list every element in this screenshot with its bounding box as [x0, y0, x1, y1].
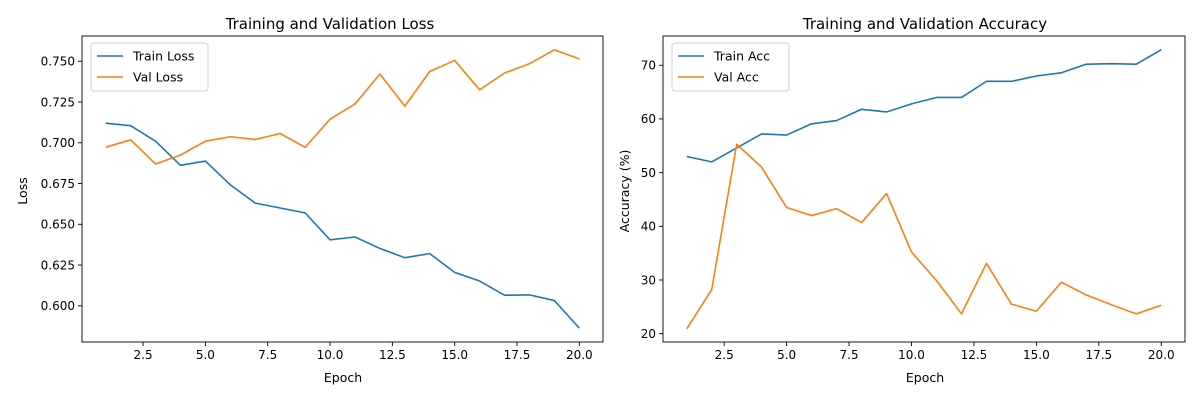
loss-chart-legend-label: Train Loss	[132, 49, 194, 64]
loss-chart-legend-box	[90, 42, 209, 92]
accuracy-chart-xtick-label: 7.5	[840, 348, 859, 362]
accuracy-chart-ytick-label: 40	[641, 220, 656, 234]
accuracy-chart-series-val	[686, 143, 1162, 330]
loss-chart-title: Training and Validation Loss	[225, 15, 435, 33]
loss-chart-xtick-label: 17.5	[504, 348, 531, 362]
accuracy-chart-legend-box	[671, 42, 790, 92]
loss-chart-legend-label: Val Loss	[133, 70, 183, 85]
accuracy-chart-ytick-label: 30	[641, 273, 656, 287]
accuracy-chart: Training and Validation Accuracy Epoch A…	[617, 15, 1186, 385]
accuracy-chart-xtick-label: 2.5	[715, 348, 734, 362]
loss-chart-xlabel: Epoch	[324, 370, 362, 385]
loss-chart-ytick-label: 0.600	[41, 299, 75, 313]
accuracy-chart-xtick-label: 20.0	[1148, 348, 1175, 362]
accuracy-chart-xlabel: Epoch	[906, 370, 944, 385]
accuracy-chart-xtick-label: 10.0	[898, 348, 925, 362]
loss-chart-xtick-label: 7.5	[258, 348, 277, 362]
loss-chart-ytick-label: 0.725	[41, 95, 75, 109]
loss-chart-series-train	[105, 122, 580, 329]
accuracy-chart-axes-frame	[662, 35, 1186, 343]
loss-chart-ytick-label: 0.625	[41, 258, 75, 272]
loss-chart-xtick-label: 12.5	[379, 348, 406, 362]
accuracy-chart-ylabel: Accuracy (%)	[617, 150, 632, 233]
loss-chart-xtick-label: 20.0	[566, 348, 593, 362]
loss-chart-axes-frame	[81, 35, 604, 343]
accuracy-chart-legend-label: Train Acc	[713, 49, 770, 64]
loss-chart: Training and Validation Loss Epoch Loss …	[15, 15, 604, 385]
loss-chart-xtick-label: 15.0	[441, 348, 468, 362]
loss-chart-xtick-label: 10.0	[317, 348, 344, 362]
loss-chart-ytick-label: 0.675	[41, 177, 75, 191]
loss-chart-xtick-label: 2.5	[134, 348, 153, 362]
accuracy-chart-legend: Train Acc Val Acc	[671, 42, 790, 92]
accuracy-chart-ytick-label: 60	[641, 112, 656, 126]
loss-chart-ytick-label: 0.700	[41, 136, 75, 150]
loss-chart-ytick-label: 0.650	[41, 218, 75, 232]
loss-chart-xtick-label: 5.0	[196, 348, 215, 362]
accuracy-chart-xtick-label: 17.5	[1085, 348, 1112, 362]
accuracy-chart-series-train	[686, 48, 1162, 163]
accuracy-chart-ytick-label: 70	[641, 59, 656, 73]
accuracy-chart-xtick-label: 15.0	[1023, 348, 1050, 362]
loss-chart-series-val	[105, 49, 580, 165]
accuracy-chart-xtick-label: 5.0	[777, 348, 796, 362]
loss-chart-ylabel: Loss	[15, 177, 30, 204]
accuracy-chart-title: Training and Validation Accuracy	[802, 15, 1047, 33]
loss-chart-legend: Train Loss Val Loss	[90, 42, 209, 92]
accuracy-chart-ytick-label: 20	[641, 327, 656, 341]
accuracy-chart-legend-label: Val Acc	[714, 70, 759, 85]
accuracy-chart-xtick-label: 12.5	[961, 348, 988, 362]
accuracy-chart-ytick-label: 50	[641, 166, 656, 180]
loss-chart-ytick-label: 0.750	[41, 55, 75, 69]
